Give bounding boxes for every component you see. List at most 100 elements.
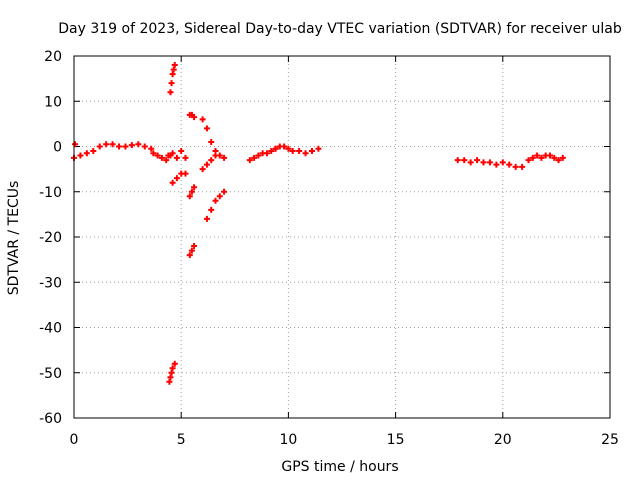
data-point [519, 163, 526, 170]
data-point [525, 157, 532, 164]
data-point [165, 152, 172, 159]
data-point [221, 188, 228, 195]
data-point [499, 159, 506, 166]
data-point [158, 154, 165, 161]
data-point [148, 145, 155, 152]
series-main-arc-early [71, 141, 155, 161]
data-point [103, 141, 110, 148]
data-point [212, 152, 219, 159]
data-point [281, 143, 288, 150]
data-point [221, 154, 228, 161]
data-point [480, 159, 487, 166]
data-point [109, 141, 116, 148]
data-point [529, 154, 536, 161]
data-point [186, 252, 193, 259]
data-point [83, 150, 90, 157]
data-point [178, 148, 185, 155]
data-point [546, 152, 553, 159]
data-point [182, 170, 189, 177]
data-point [169, 150, 176, 157]
data-point [169, 179, 176, 186]
data-point [272, 145, 279, 152]
data-point [208, 138, 215, 145]
x-tick-label: 5 [177, 432, 186, 448]
data-point [534, 152, 541, 159]
plot-frame [73, 55, 611, 419]
x-axis-label: GPS time / hours [281, 459, 398, 475]
data-point [191, 114, 198, 121]
data-point [90, 148, 97, 155]
data-point [188, 188, 195, 195]
data-point [72, 141, 79, 148]
data-point [166, 378, 173, 385]
data-point [171, 360, 178, 367]
series-high-arc-4.5 [167, 62, 178, 96]
x-tick-label: 0 [70, 432, 79, 448]
data-point [559, 154, 566, 161]
data-point [182, 154, 189, 161]
data-point [171, 62, 178, 69]
data-point [163, 157, 170, 164]
axis-ticks: 0 5 10 15 20 25 -60 -50 -40 -30 -20 -10 0 10 20 [39, 49, 619, 448]
data-point [167, 374, 174, 381]
x-tick-label: 10 [279, 432, 297, 448]
data-point [186, 193, 193, 200]
data-point [486, 159, 493, 166]
data-points [71, 62, 566, 385]
data-point [173, 175, 180, 182]
data-point [255, 152, 262, 159]
data-point [188, 247, 195, 254]
data-point [493, 161, 500, 168]
data-point [474, 157, 481, 164]
data-point [467, 159, 474, 166]
data-point [246, 157, 253, 164]
data-point [168, 80, 175, 87]
y-axis-label: SDTVAR / TECUs [6, 181, 22, 296]
chart-title: Day 319 of 2023, Sidereal Day-to-day VTE… [58, 21, 622, 37]
data-point [169, 365, 176, 372]
data-point [551, 154, 558, 161]
series-arc-5.4-5.6 [186, 184, 198, 200]
data-point [302, 150, 309, 157]
data-point [263, 150, 270, 157]
y-tick-label: -30 [39, 275, 62, 291]
data-point [251, 154, 258, 161]
data-point [128, 142, 135, 149]
series-arc-9.4-11.5 [272, 143, 322, 157]
series-low-arc-4.6 [166, 360, 178, 385]
data-point [199, 166, 206, 173]
data-point [212, 197, 219, 204]
data-point [461, 157, 468, 164]
data-point [150, 150, 157, 157]
y-tick-label: -50 [39, 366, 62, 382]
series-arc-8.2-9.4 [246, 145, 279, 164]
data-point [141, 143, 148, 150]
data-point [538, 154, 545, 161]
grid-lines [74, 56, 610, 418]
data-point [268, 148, 275, 155]
y-tick-label: -20 [39, 230, 62, 246]
data-point [308, 148, 315, 155]
data-point [285, 145, 292, 152]
x-tick-label: 20 [494, 432, 512, 448]
data-point [289, 148, 296, 155]
data-point [191, 243, 198, 250]
data-point [555, 157, 562, 164]
series-arc-4.4-5.2 [165, 148, 189, 161]
data-point [173, 154, 180, 161]
data-point [122, 143, 129, 150]
data-point [169, 71, 176, 78]
series-arc-17.8-21 [454, 157, 526, 170]
series-arc-21-22.8 [525, 152, 566, 164]
series-arc-4.6-5.2 [169, 170, 189, 186]
data-point [77, 152, 84, 159]
data-point [203, 125, 210, 132]
series-arc-5.5-low [186, 243, 198, 259]
y-tick-label: 0 [53, 140, 62, 156]
x-tick-label: 25 [601, 432, 619, 448]
y-tick-label: 20 [44, 49, 62, 65]
data-point [96, 143, 103, 150]
data-point [167, 89, 174, 96]
data-point [208, 206, 215, 213]
